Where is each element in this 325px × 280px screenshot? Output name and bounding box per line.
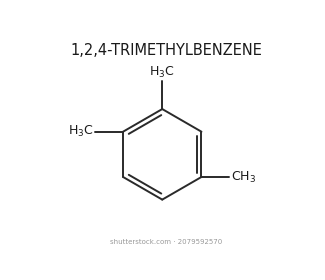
Text: shutterstock.com · 2079592570: shutterstock.com · 2079592570 [111,239,223,245]
Text: 1,2,4-TRIMETHYLBENZENE: 1,2,4-TRIMETHYLBENZENE [71,43,263,58]
Text: CH$_3$: CH$_3$ [231,169,256,185]
Text: H$_3$C: H$_3$C [68,124,93,139]
Text: H$_3$C: H$_3$C [150,65,175,80]
